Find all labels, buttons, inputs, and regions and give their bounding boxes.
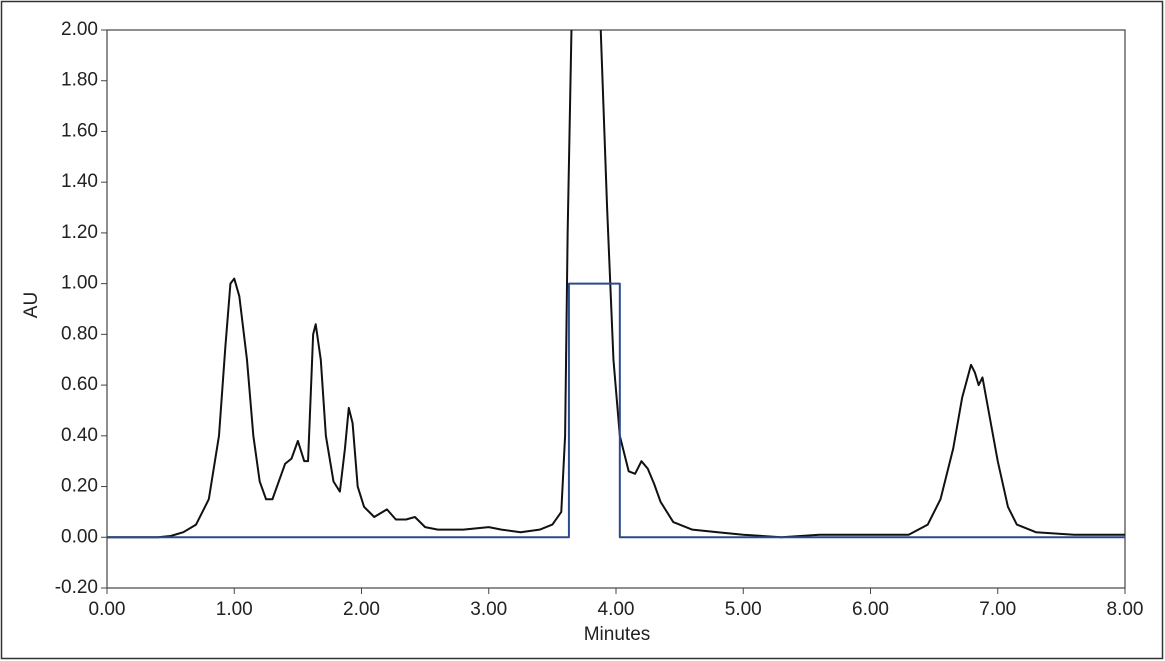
y-tick-label: 0.00 — [61, 526, 98, 547]
plot-frame — [106, 29, 1126, 589]
x-tick-label: 6.00 — [852, 599, 889, 620]
series-line — [107, 282, 1125, 539]
x-tick-label: 0.00 — [89, 599, 126, 620]
y-tick-label: -0.20 — [55, 577, 98, 598]
y-axis-label: AU — [21, 292, 42, 318]
y-tick-label: 1.80 — [61, 70, 98, 91]
series-line — [107, 29, 573, 539]
x-tick-label: 1.00 — [216, 599, 253, 620]
x-tick-label: 3.00 — [470, 599, 507, 620]
y-tick-label: 0.60 — [61, 374, 98, 395]
x-tick-label: 4.00 — [598, 599, 635, 620]
y-tick-label: 1.60 — [61, 120, 98, 141]
series-line — [599, 29, 1125, 539]
x-tick-label: 2.00 — [343, 599, 380, 620]
y-tick-label: 1.40 — [61, 171, 98, 192]
y-tick-label: 2.00 — [61, 19, 98, 40]
x-tick-label: 5.00 — [725, 599, 762, 620]
x-tick-label: 7.00 — [979, 599, 1016, 620]
y-tick-label: 0.80 — [61, 323, 98, 344]
y-tick-label: 0.40 — [61, 425, 98, 446]
x-tick-label: 8.00 — [1107, 599, 1144, 620]
x-axis-label: Minutes — [584, 624, 651, 645]
y-tick-label: 1.00 — [61, 273, 98, 294]
y-tick-label: 0.20 — [61, 476, 98, 497]
y-tick-label: 1.20 — [61, 222, 98, 243]
